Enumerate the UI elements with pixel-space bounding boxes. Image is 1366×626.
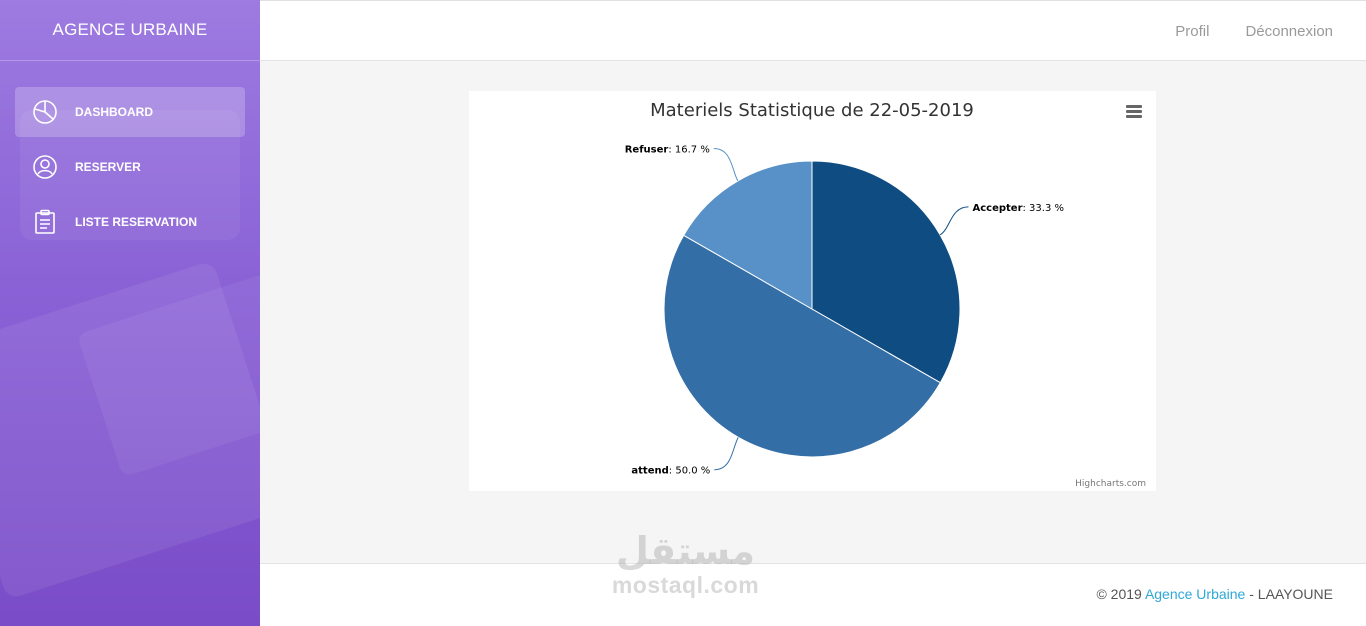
top-navbar: Profil Déconnexion — [260, 0, 1366, 61]
chart-credits[interactable]: Highcharts.com — [1075, 479, 1146, 489]
sidebar-item-label: RESERVER — [75, 160, 141, 174]
pie-connector-attend — [714, 437, 739, 471]
copyright-suffix: - LAAYOUNE — [1245, 586, 1333, 602]
clipboard-icon — [30, 207, 60, 237]
pie-slice-refuser[interactable] — [682, 160, 813, 310]
pie-label-accepter: Accepter: 33.3 % — [972, 203, 1064, 214]
footer: © 2019 Agence Urbaine - LAAYOUNE — [260, 563, 1366, 626]
pie-connector-accepter — [939, 206, 969, 236]
profile-link[interactable]: Profil — [1175, 22, 1210, 40]
pie-slice-attend[interactable] — [663, 234, 942, 458]
chart-menu-icon[interactable] — [1126, 105, 1144, 121]
pie-slice-accepter[interactable] — [811, 160, 961, 384]
background-decoration — [20, 110, 240, 240]
sidebar-item-label: LISTE RESERVATION — [75, 215, 198, 229]
sidebar-item-dashboard[interactable]: DASHBOARD — [15, 87, 245, 137]
pie-chart: Materiels Statistique de 22-05-2019 Acce… — [625, 100, 1146, 489]
pie-chart-icon — [30, 97, 60, 127]
logout-link[interactable]: Déconnexion — [1245, 22, 1333, 40]
chart-title: Materiels Statistique de 22-05-2019 — [650, 100, 974, 121]
copyright: © 2019 Agence Urbaine - LAAYOUNE — [1096, 586, 1333, 602]
pie-connector-refuser — [713, 148, 739, 182]
sidebar-item-label: DASHBOARD — [75, 105, 153, 119]
copyright-prefix: © 2019 — [1096, 586, 1145, 602]
sidebar-nav: DASHBOARD RESERVER LISTE RESERVATION — [0, 61, 260, 247]
sidebar-item-reserver[interactable]: RESERVER — [15, 142, 245, 192]
pie-label-attend: attend: 50.0 % — [631, 466, 710, 477]
footer-brand-link[interactable]: Agence Urbaine — [1144, 586, 1246, 602]
sidebar-item-liste-reservation[interactable]: LISTE RESERVATION — [15, 197, 245, 247]
pie-label-refuser: Refuser: 16.7 % — [625, 145, 710, 156]
brand-title[interactable]: AGENCE URBAINE — [0, 0, 260, 61]
chart-card: Materiels Statistique de 22-05-2019 Acce… — [469, 91, 1156, 491]
sidebar: AGENCE URBAINE DASHBOARD RESERVER — [0, 0, 260, 626]
topbar-links: Profil Déconnexion — [1175, 1, 1333, 61]
user-icon — [30, 152, 60, 182]
